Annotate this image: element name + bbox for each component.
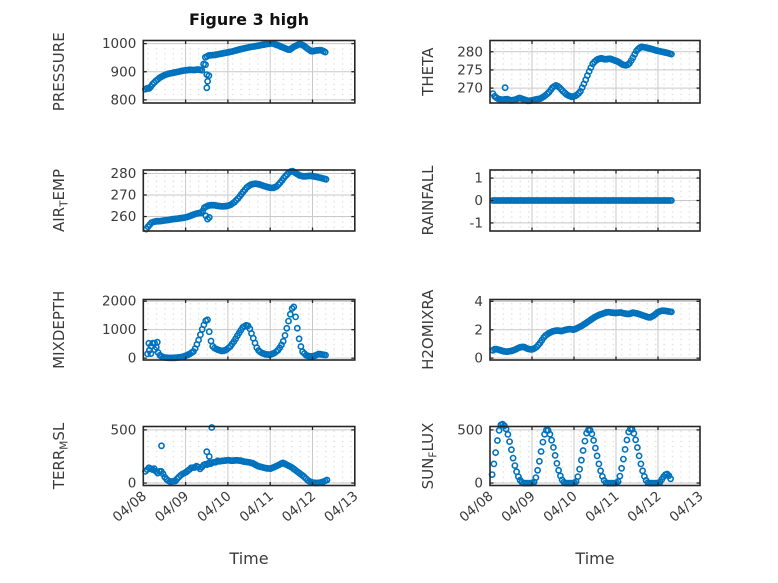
axes-frame bbox=[489, 39, 701, 104]
y-tick-labels: 260 270 280 bbox=[111, 166, 137, 225]
y-tick-label: -1 bbox=[470, 215, 483, 231]
x-tick-label: 04/13 bbox=[321, 488, 361, 525]
y-tick-label: 0 bbox=[128, 476, 137, 492]
axes-frame bbox=[489, 298, 701, 361]
axes-frame bbox=[489, 169, 701, 232]
y-tick-label: 280 bbox=[111, 166, 137, 182]
axes-frame bbox=[142, 298, 356, 361]
xlabel-time-left: Time bbox=[229, 549, 269, 568]
ylabel-theta: THETA bbox=[419, 47, 437, 97]
axes-frame bbox=[142, 425, 356, 487]
y-tick-label: 800 bbox=[111, 92, 137, 108]
y-tick-label: 270 bbox=[457, 81, 483, 97]
major-grid bbox=[490, 299, 700, 360]
data-series bbox=[488, 420, 674, 487]
ylabel-air-temp: AIRTEMP bbox=[50, 169, 71, 232]
data-series bbox=[141, 39, 329, 93]
outlier-marker bbox=[151, 346, 159, 353]
x-tick-label: 04/11 bbox=[582, 488, 622, 525]
y-tick-label: 0 bbox=[474, 476, 483, 492]
data-series bbox=[142, 167, 330, 233]
data-series bbox=[489, 307, 675, 356]
y-tick-label: 1000 bbox=[102, 36, 136, 52]
x-tick-label: 04/11 bbox=[237, 488, 277, 525]
ylabel-h2omixra: H2OMIXRA bbox=[419, 289, 437, 370]
y-tick-label: 4 bbox=[474, 294, 483, 310]
outlier-marker bbox=[202, 61, 209, 69]
data-series bbox=[489, 197, 675, 204]
y-tick-labels: 0 500 bbox=[457, 422, 483, 491]
outlier-marker bbox=[205, 453, 213, 460]
subplot-h2omixra: 0 2 4 H2OMIXRA bbox=[419, 289, 701, 370]
x-tick-label: 04/10 bbox=[194, 488, 234, 525]
x-tick-labels: 04/08 04/09 04/10 04/11 04/12 04/13 bbox=[456, 488, 706, 525]
subplot-theta: 270 275 280 THETA bbox=[419, 39, 701, 105]
y-tick-label: 0 bbox=[128, 351, 137, 367]
outlier-marker bbox=[158, 442, 165, 450]
y-tick-labels: 0 1000 2000 bbox=[102, 294, 136, 367]
outlier-marker bbox=[205, 213, 213, 221]
ylabel-terr-msl: TERRMSL bbox=[50, 422, 71, 490]
data-series bbox=[141, 424, 331, 487]
y-tick-label: 2 bbox=[474, 322, 483, 338]
x-tick-label: 04/12 bbox=[624, 488, 664, 525]
axes-frame bbox=[142, 169, 356, 232]
x-tick-label: 04/09 bbox=[152, 488, 192, 525]
y-tick-label: 0 bbox=[474, 193, 483, 209]
y-tick-labels: 800 900 1000 bbox=[102, 36, 136, 108]
figure-title: Figure 3 high bbox=[189, 10, 309, 29]
y-tick-label: 270 bbox=[111, 188, 137, 204]
x-tick-labels: 04/08 04/09 04/10 04/11 04/12 04/13 bbox=[110, 488, 362, 525]
outlier-marker bbox=[147, 350, 155, 357]
axes-frame bbox=[489, 425, 701, 487]
y-tick-labels: -1 0 1 bbox=[470, 171, 483, 232]
y-tick-labels: 0 2 4 bbox=[474, 294, 483, 367]
y-tick-labels: 0 500 bbox=[111, 422, 137, 491]
outlier-marker bbox=[501, 84, 509, 92]
y-tick-label: 1 bbox=[474, 171, 483, 187]
subplot-mixdepth: 0 1000 2000 MIXDEPTH bbox=[50, 291, 356, 369]
outlier-marker bbox=[203, 84, 211, 92]
x-tick-label: 04/08 bbox=[456, 488, 496, 525]
outlier-marker bbox=[204, 77, 211, 85]
subplot-air-temp: 260 270 280 AIRTEMP bbox=[50, 166, 356, 233]
subplot-sun-flux: 0 500 04/08 04/09 04/10 04/11 04/12 04/13 SUNFLU… bbox=[419, 420, 707, 526]
y-tick-label: 500 bbox=[111, 422, 137, 438]
y-tick-label: 2000 bbox=[102, 294, 136, 310]
y-tick-labels: 270 275 280 bbox=[457, 44, 483, 96]
subplot-rainfall: -1 0 1 RAINFALL bbox=[419, 165, 701, 236]
xlabel-time-right: Time bbox=[575, 549, 615, 568]
y-tick-label: 500 bbox=[457, 422, 483, 438]
subplot-pressure: 800 900 1000 PRESSURE bbox=[50, 32, 356, 111]
x-tick-label: 04/08 bbox=[110, 488, 150, 525]
x-tick-label: 04/09 bbox=[498, 488, 538, 525]
y-tick-label: 1000 bbox=[102, 322, 136, 338]
ylabel-pressure: PRESSURE bbox=[50, 32, 68, 111]
y-tick-label: 0 bbox=[474, 351, 483, 367]
subplot-terr-msl: 0 500 04/08 04/09 04/10 04/11 04/12 04/13 TERRMS… bbox=[50, 422, 361, 525]
x-tick-label: 04/13 bbox=[666, 488, 706, 525]
outlier-marker bbox=[153, 338, 161, 346]
axes-frame bbox=[142, 39, 356, 104]
y-tick-label: 275 bbox=[457, 62, 483, 78]
outlier-marker bbox=[208, 424, 216, 431]
y-tick-label: 280 bbox=[457, 44, 483, 60]
y-tick-label: 260 bbox=[111, 209, 137, 225]
data-series bbox=[489, 43, 675, 105]
ylabel-mixdepth: MIXDEPTH bbox=[50, 291, 68, 369]
ylabel-sun-flux: SUNFLUX bbox=[419, 423, 440, 490]
outlier-marker bbox=[145, 339, 153, 347]
x-tick-label: 04/12 bbox=[279, 488, 319, 525]
y-tick-label: 900 bbox=[111, 64, 137, 80]
x-tick-label: 04/10 bbox=[540, 488, 580, 525]
ylabel-rainfall: RAINFALL bbox=[419, 165, 437, 236]
